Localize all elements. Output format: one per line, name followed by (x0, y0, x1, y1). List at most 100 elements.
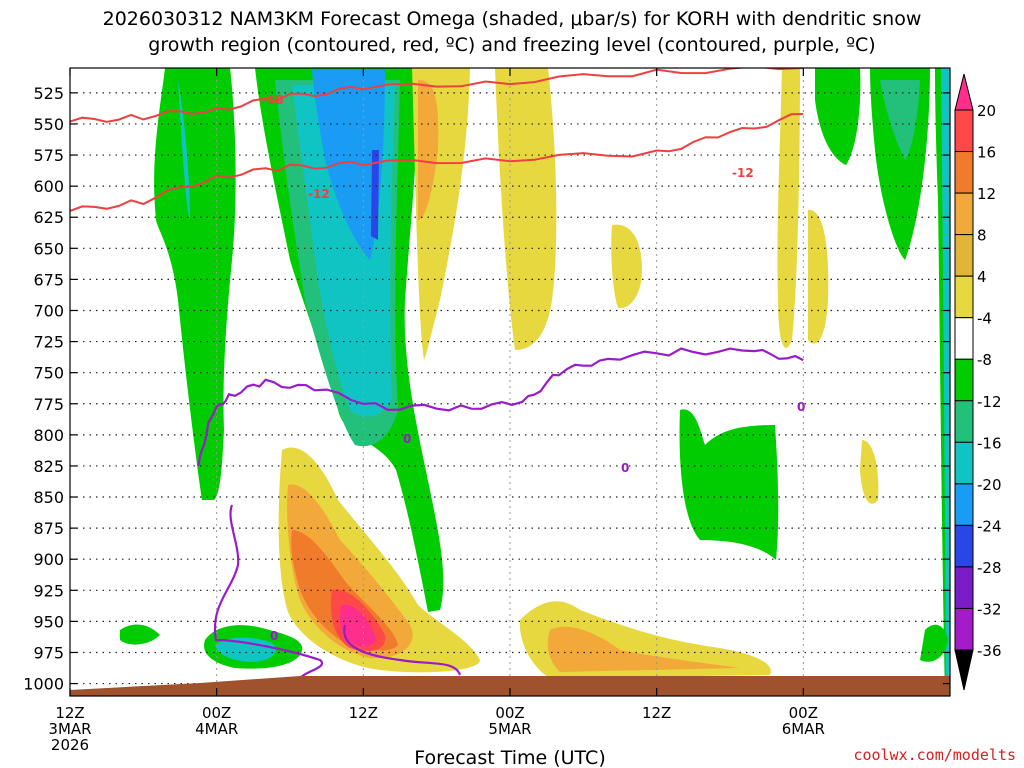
colorbar-label: 20 (977, 102, 996, 120)
y-tick-label: 725 (33, 333, 64, 352)
omega-region-yellow-5 (611, 224, 642, 309)
credit-text: coolwx.com/modelts (853, 746, 1016, 764)
colorbar-label: 8 (977, 227, 987, 245)
y-tick-label: 825 (33, 457, 64, 476)
colorbar-segment (954, 192, 974, 236)
contour-lines (70, 68, 804, 681)
y-tick-label: 775 (33, 395, 64, 414)
omega-region-cyan-8 (215, 637, 276, 662)
plot-grid (70, 68, 950, 696)
colorbar-label: -24 (977, 517, 1002, 535)
frz-label-c: 0 (797, 400, 805, 414)
surface-terrain (70, 676, 950, 696)
plot-area (70, 68, 950, 696)
x-tick-label: 5MAR (488, 720, 531, 738)
omega-region-orange-7 (547, 626, 740, 672)
colorbar-segment (954, 566, 974, 609)
x-axis-label: Forecast Time (UTC) (414, 747, 605, 768)
colorbar-segment (954, 275, 974, 319)
colorbar-segment (954, 109, 974, 153)
y-tick-label: 625 (33, 208, 64, 227)
frz-label-b: 0 (621, 461, 629, 475)
colorbar-label: -8 (977, 351, 992, 369)
y-tick-label: 575 (33, 146, 64, 165)
dgz-label-c: -12 (732, 166, 754, 180)
colorbar-segment (954, 358, 974, 402)
colorbar-segment (954, 607, 974, 651)
colorbar-label: 16 (977, 144, 996, 162)
colorbar-segment (954, 317, 974, 360)
dgz-lower-contour (70, 113, 804, 212)
frz-label-a: 0 (403, 432, 411, 446)
chart-title-line1: 2026030312 NAM3KM Forecast Omega (shaded… (103, 8, 922, 30)
y-tick-label: 950 (33, 612, 64, 631)
x-tick-label: 00Z (789, 704, 818, 722)
colorbar: 20 16 12 8 4 -4 -8 -12 -16 -20 -24 -28 -32 -36 (954, 73, 1002, 691)
y-axis: 525 550 575 600 625 650 675 700 725 750 775 800 825 8… (23, 84, 950, 694)
colorbar-label: -16 (977, 434, 1002, 452)
y-tick-label: 1000 (23, 675, 64, 694)
y-tick-label: 800 (33, 426, 64, 445)
omega-region-cyan-1 (178, 80, 190, 220)
x-tick-label: 00Z (495, 704, 524, 722)
omega-region-darkblue-2 (371, 150, 379, 240)
omega-region-green-10 (679, 409, 779, 560)
y-tick-label: 675 (33, 270, 64, 289)
x-tick-label: 12Z (349, 704, 378, 722)
frz-label-d: 0 (270, 629, 278, 643)
colorbar-label: -12 (977, 393, 1002, 411)
omega-region-yellow-17 (860, 440, 879, 504)
y-tick-label: 750 (33, 364, 64, 383)
y-tick-label: 850 (33, 488, 64, 507)
freezing-level-contour-lower (213, 504, 324, 681)
omega-region-green-13 (815, 68, 861, 165)
colorbar-segment (954, 234, 974, 277)
y-tick-label: 525 (33, 84, 64, 103)
dgz-upper-contour (70, 68, 804, 123)
colorbar-label: -20 (977, 476, 1002, 494)
colorbar-label: 12 (977, 185, 996, 203)
colorbar-bottom-arrow (954, 649, 974, 691)
omega-region-orange-3 (418, 80, 439, 220)
x-tick-label: 4MAR (195, 720, 238, 738)
colorbar-segment (954, 524, 974, 568)
y-tick-label: 975 (33, 643, 64, 662)
y-tick-label: 875 (33, 519, 64, 538)
x-tick-label: 2026 (51, 736, 89, 754)
dgz-label-a: -18 (262, 93, 284, 107)
omega-shading (120, 68, 950, 696)
colorbar-label: -4 (977, 310, 992, 328)
dgz-label-b: -12 (308, 187, 330, 201)
x-tick-label: 3MAR (48, 720, 91, 738)
colorbar-label: 4 (977, 268, 987, 286)
colorbar-segment (954, 441, 974, 485)
y-tick-label: 650 (33, 239, 64, 258)
freezing-level-contour-loop (343, 624, 462, 676)
colorbar-segment (954, 400, 974, 443)
colorbar-top-arrow (954, 73, 974, 111)
colorbar-label: -32 (977, 600, 1002, 618)
chart-title-line2: growth region (contoured, red, ºC) and f… (148, 34, 875, 56)
omega-region-teal-14 (880, 80, 920, 160)
y-tick-label: 600 (33, 177, 64, 196)
omega-region-cyan-15 (941, 68, 950, 690)
x-tick-label: 12Z (55, 704, 84, 722)
colorbar-label: -36 (977, 642, 1002, 660)
omega-region-pink-6 (339, 604, 376, 647)
omega-region-green-9 (120, 624, 160, 645)
y-tick-label: 700 (33, 301, 64, 320)
x-tick-label: 6MAR (782, 720, 825, 738)
freezing-level-contour (197, 347, 804, 467)
y-tick-label: 925 (33, 581, 64, 600)
x-tick-label: 00Z (202, 704, 231, 722)
omega-region-yellow-11 (777, 68, 800, 348)
x-tick-label: 12Z (642, 704, 671, 722)
colorbar-segment (954, 483, 974, 526)
colorbar-segment (954, 151, 974, 194)
y-tick-label: 900 (33, 550, 64, 569)
omega-region-blue-2 (312, 70, 385, 260)
y-tick-label: 550 (33, 115, 64, 134)
colorbar-label: -28 (977, 559, 1002, 577)
